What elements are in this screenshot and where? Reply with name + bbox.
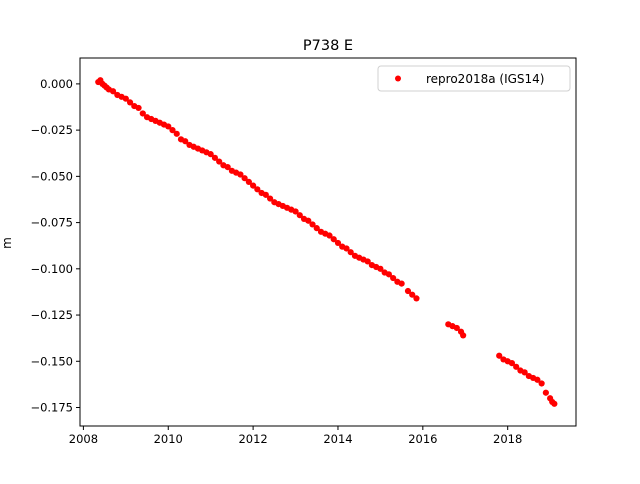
x-tick-label: 2010: [154, 432, 183, 446]
data-point: [521, 369, 528, 376]
data-point: [296, 212, 303, 219]
data-point: [292, 208, 299, 215]
chart-title: P738 E: [303, 38, 353, 54]
data-point: [182, 138, 189, 145]
data-point: [347, 249, 354, 256]
data-point: [513, 363, 520, 370]
data-point: [343, 245, 350, 252]
y-axis-ticks: 0.000 −0.025 −0.050 −0.075 −0.100 −0.125 −0.15…: [30, 77, 80, 415]
y-tick-label: −0.075: [30, 216, 73, 230]
data-point: [309, 221, 316, 228]
x-tick-label: 2014: [323, 432, 352, 446]
plot-points: [95, 77, 558, 407]
data-point: [377, 265, 384, 272]
y-tick-label: −0.050: [30, 169, 73, 183]
y-tick-label: 0.000: [40, 77, 73, 91]
plot-area-frame: [79, 57, 577, 427]
data-point: [538, 380, 545, 387]
y-axis-label: m: [0, 237, 14, 249]
data-point: [409, 291, 416, 298]
data-point: [534, 376, 541, 383]
data-point: [237, 171, 244, 178]
data-point: [169, 127, 176, 134]
data-point: [126, 99, 134, 106]
legend-box: [377, 65, 571, 92]
data-point: [245, 178, 252, 185]
data-point: [398, 280, 405, 287]
x-tick-label: 2008: [69, 432, 98, 446]
x-tick-label: 2018: [493, 432, 522, 446]
data-point: [211, 154, 219, 161]
data-point: [551, 400, 558, 407]
data-point: [496, 352, 503, 359]
x-tick-label: 2012: [238, 432, 267, 446]
data-point: [413, 295, 420, 302]
data-point: [266, 195, 274, 202]
data-point: [207, 151, 214, 158]
data-point: [404, 287, 412, 295]
data-point: [305, 217, 312, 224]
data-point: [330, 236, 337, 243]
data-point: [139, 110, 146, 117]
data-point: [224, 164, 231, 171]
data-point: [364, 258, 371, 265]
x-tick-label: 2016: [408, 432, 437, 446]
y-tick-label: −0.175: [30, 401, 73, 415]
x-axis-ticks: 2008 2010 2012 2014 2016 2018: [69, 426, 522, 446]
data-point: [453, 324, 460, 332]
data-point: [216, 158, 223, 165]
data-point: [173, 130, 180, 137]
data-point: [508, 360, 516, 367]
data-point: [542, 389, 549, 396]
data-point: [250, 182, 257, 189]
data-point: [254, 186, 261, 193]
legend-marker: [395, 75, 401, 82]
data-point: [460, 332, 467, 339]
data-point: [326, 232, 333, 239]
y-tick-label: −0.150: [30, 354, 73, 368]
legend: repro2018a (IGS14): [377, 65, 571, 92]
data-point: [135, 104, 142, 112]
data-point: [313, 225, 320, 232]
y-tick-label: −0.125: [30, 308, 73, 322]
data-point: [165, 123, 172, 130]
data-point: [385, 271, 392, 278]
data-point: [109, 88, 117, 95]
y-tick-label: −0.025: [30, 123, 73, 137]
data-point: [241, 175, 248, 182]
data-point: [122, 95, 129, 102]
legend-label: repro2018a (IGS14): [426, 72, 544, 86]
y-tick-label: −0.100: [30, 262, 73, 276]
data-point: [334, 239, 342, 247]
data-point: [390, 274, 397, 282]
data-point: [262, 191, 269, 198]
